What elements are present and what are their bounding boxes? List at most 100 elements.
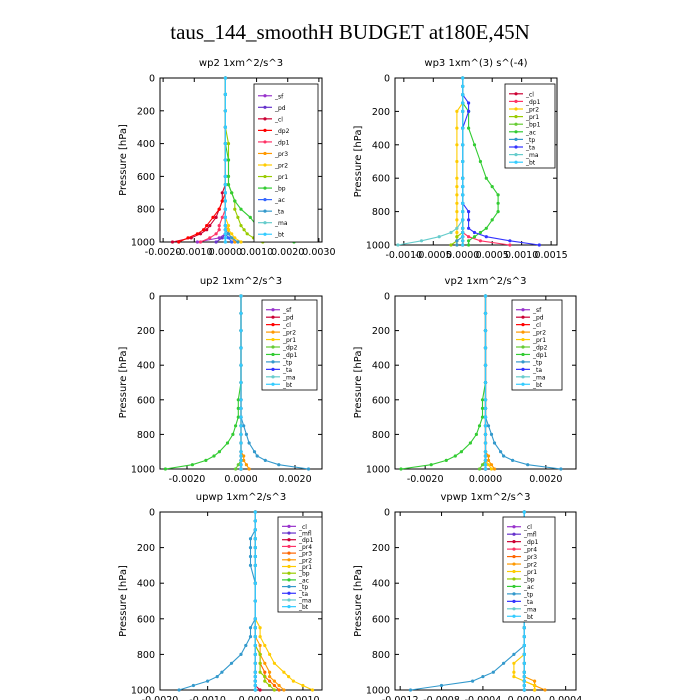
data-point <box>467 218 471 222</box>
legend-marker <box>263 151 267 156</box>
legend-entry: _ta <box>274 209 284 216</box>
legend-entry: _bp <box>274 186 286 193</box>
data-point <box>233 207 237 211</box>
data-point <box>467 210 471 214</box>
legend-marker <box>521 308 525 312</box>
legend-marker <box>287 564 291 569</box>
data-point <box>236 240 240 244</box>
legend-entry: _ma <box>298 597 312 604</box>
data-point <box>444 458 448 462</box>
y-tick-label: 0 <box>384 74 390 85</box>
data-point <box>236 215 240 219</box>
data-point <box>419 239 424 243</box>
data-point <box>208 224 212 228</box>
data-point <box>537 243 541 247</box>
y-tick-label: 800 <box>137 650 155 661</box>
data-point <box>272 688 276 692</box>
legend-box <box>253 83 319 243</box>
data-point <box>198 232 203 236</box>
data-point <box>225 441 230 445</box>
y-tick-label: 1000 <box>131 686 155 697</box>
x-tick-label: -0.0020 <box>142 695 179 700</box>
y-axis-label: Pressure [hPa] <box>118 124 129 196</box>
data-point <box>455 109 459 113</box>
data-point <box>486 458 491 462</box>
data-point <box>483 329 488 333</box>
legend-marker <box>512 562 516 566</box>
legend-entry: _bt <box>523 614 534 621</box>
data-point <box>471 679 475 683</box>
data-point <box>483 450 488 454</box>
data-point <box>474 432 478 436</box>
x-tick-label: 0.0020 <box>271 247 304 258</box>
series-line-tp <box>178 512 256 691</box>
data-point <box>253 688 257 692</box>
y-tick-label: 200 <box>137 106 155 117</box>
data-point <box>489 463 494 467</box>
legend-marker <box>514 122 518 126</box>
data-point <box>455 201 459 205</box>
data-point <box>248 215 252 219</box>
y-tick-label: 1000 <box>366 686 390 697</box>
legend-entry: _dp1 <box>274 139 290 146</box>
legend-marker <box>512 614 516 618</box>
legend-entry: _pd <box>282 315 294 322</box>
y-tick-label: 0 <box>384 508 390 519</box>
x-tick-label: 0.0030 <box>302 247 335 258</box>
data-point <box>263 661 267 665</box>
legend-marker <box>287 551 291 555</box>
data-point <box>253 537 257 541</box>
data-point <box>306 467 311 471</box>
data-point <box>467 235 471 239</box>
data-point <box>512 675 516 679</box>
legend-marker <box>271 330 275 334</box>
legend-entry: _tp <box>282 359 292 366</box>
data-point <box>223 207 227 211</box>
legend-entry: _pr1 <box>523 569 537 576</box>
x-tick-label: -0.0005 <box>415 250 452 261</box>
legend-marker <box>287 531 291 535</box>
legend-entry: _ac <box>298 577 309 584</box>
legend-entry: _pr2 <box>525 107 539 114</box>
legend-marker <box>512 599 516 603</box>
legend-marker <box>514 153 518 157</box>
data-point <box>455 159 459 164</box>
data-point <box>490 218 494 222</box>
y-tick-label: 1000 <box>131 465 155 476</box>
y-tick-label: 600 <box>372 174 390 185</box>
data-point <box>492 467 497 471</box>
data-point <box>455 226 459 230</box>
data-point <box>522 635 526 639</box>
legend-entry: _bt <box>298 604 309 611</box>
legend-entry: _sf <box>532 307 542 314</box>
y-tick-label: 200 <box>372 326 390 337</box>
legend-marker <box>271 323 275 327</box>
legend-marker <box>514 107 518 111</box>
data-point <box>226 228 231 232</box>
legend-marker <box>263 140 267 144</box>
y-tick-label: 600 <box>372 614 390 625</box>
data-point <box>204 458 208 462</box>
y-axis-label: Pressure [hPa] <box>118 347 129 419</box>
legend-marker <box>287 591 291 595</box>
data-point <box>467 101 471 105</box>
data-point <box>461 185 465 189</box>
data-point <box>455 230 459 235</box>
data-point <box>239 454 243 458</box>
data-point <box>455 235 459 239</box>
data-point <box>522 683 526 688</box>
y-tick-label: 200 <box>372 543 390 554</box>
data-point <box>231 432 235 436</box>
data-point <box>461 218 465 222</box>
panel-title: vpwp 1xm^2/s^3 <box>440 492 530 503</box>
data-point <box>242 458 246 462</box>
data-point <box>212 454 216 458</box>
data-point <box>467 126 471 130</box>
legend-entry: _sf <box>274 93 284 100</box>
data-point <box>258 626 262 630</box>
data-point <box>223 142 227 146</box>
legend-marker <box>514 137 518 141</box>
data-point <box>263 458 267 462</box>
data-point <box>492 441 497 445</box>
legend-box <box>261 299 318 391</box>
